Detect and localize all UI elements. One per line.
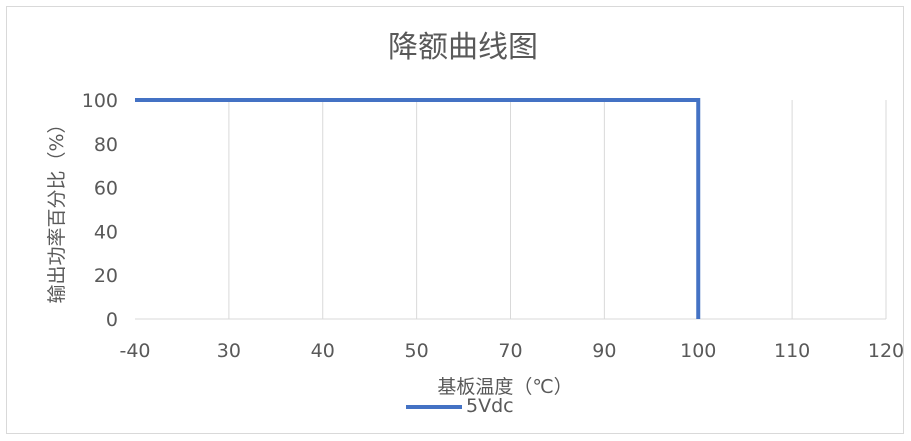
- y-tick-label: 0: [106, 309, 118, 331]
- x-axis-label: 基板温度（℃）: [437, 376, 572, 398]
- x-tick-label: 70: [498, 340, 522, 362]
- x-tick-labels: -40 30 40 50 70 90 100 110 120: [119, 340, 904, 362]
- x-tick-label: 40: [311, 340, 335, 362]
- x-tick-label: -40: [119, 340, 150, 362]
- legend-label-5vdc: 5Vdc: [466, 395, 514, 417]
- y-tick-label: 20: [94, 265, 118, 287]
- x-tick-label: 90: [592, 340, 616, 362]
- series-lines: [135, 98, 701, 319]
- y-tick-label: 40: [94, 221, 118, 243]
- chart-title: 降额曲线图: [388, 30, 538, 65]
- x-tick-label: 120: [868, 340, 904, 362]
- y-tick-label: 100: [82, 90, 118, 112]
- x-tick-label: 50: [405, 340, 429, 362]
- series-line-5vdc: [135, 98, 701, 319]
- y-tick-label: 80: [94, 134, 118, 156]
- chart-frame: [6, 6, 904, 434]
- x-tick-label: 110: [774, 340, 810, 362]
- y-axis-label: 输出功率百分比（%）: [46, 114, 68, 303]
- x-tick-label: 100: [680, 340, 716, 362]
- legend: 5Vdc: [406, 395, 514, 417]
- y-tick-label: 60: [94, 178, 118, 200]
- grid-lines: [135, 100, 887, 320]
- y-tick-labels: 0 20 40 60 80 100: [82, 90, 118, 331]
- x-tick-label: 30: [217, 340, 241, 362]
